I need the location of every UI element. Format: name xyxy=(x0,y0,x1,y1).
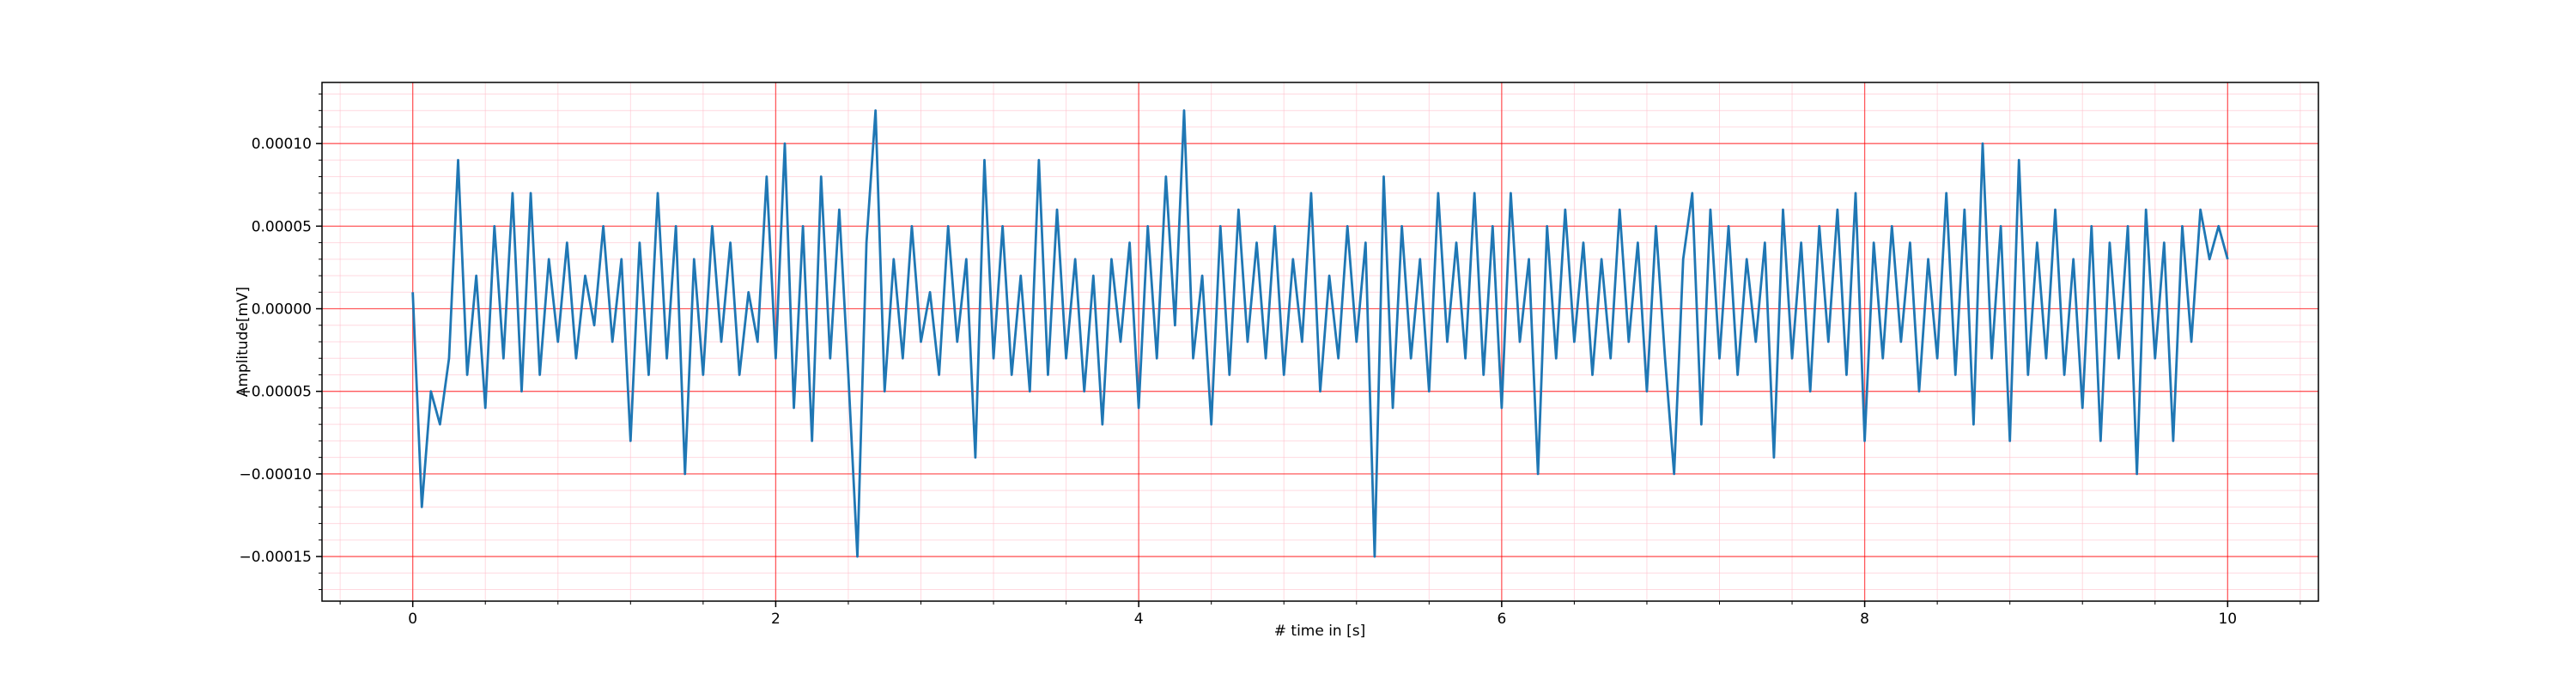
x-tick-label: 4 xyxy=(1134,611,1144,628)
x-tick-label: 2 xyxy=(771,611,781,628)
y-tick-label: −0.00015 xyxy=(239,549,312,566)
y-tick-label: −0.00010 xyxy=(239,466,312,483)
data-line xyxy=(411,109,2229,558)
x-tick-label: 10 xyxy=(2218,611,2237,628)
y-axis-label: Amplitude[mV] xyxy=(234,287,252,398)
plot-frame xyxy=(321,82,2319,602)
y-tick-label: 0.00010 xyxy=(252,136,312,153)
x-axis-label: # time in [s] xyxy=(1274,623,1365,640)
x-tick-label: 0 xyxy=(408,611,417,628)
y-tick-label: 0.00000 xyxy=(252,301,312,319)
y-tick-label: −0.00005 xyxy=(239,384,312,401)
x-tick-label: 6 xyxy=(1497,611,1506,628)
plot-area: 0 2 4 6 8 10 −0.00015 −0.00010 −0.00005 0.00000 0.… xyxy=(239,82,2319,628)
x-tick-label: 8 xyxy=(1860,611,1869,628)
y-tick-label: 0.00005 xyxy=(252,218,312,235)
